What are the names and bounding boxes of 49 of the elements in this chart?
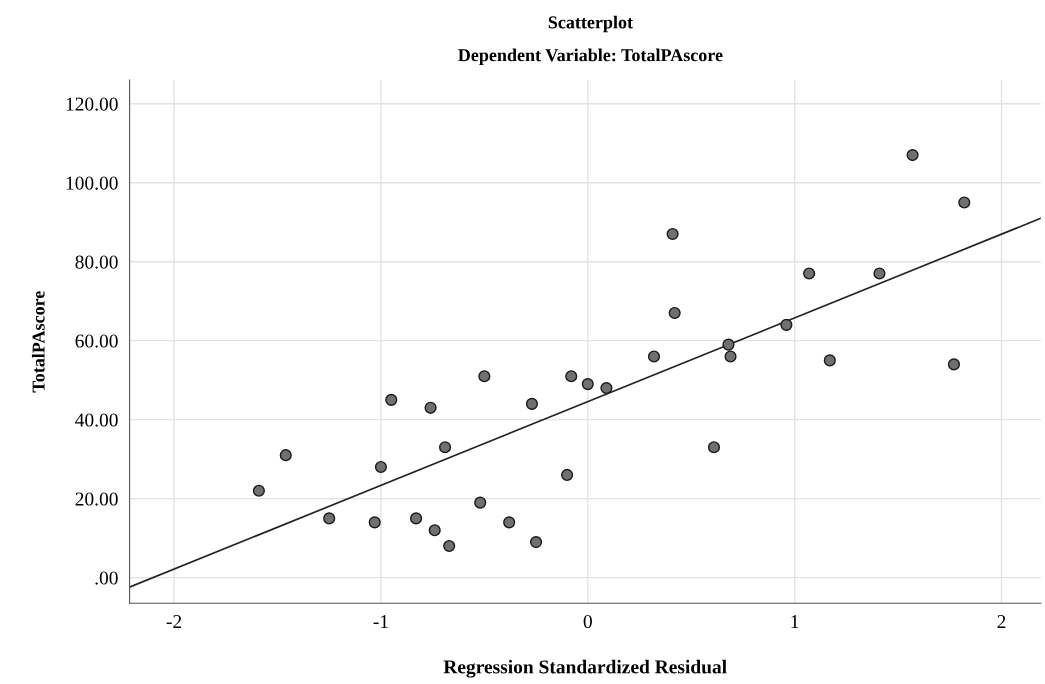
point xyxy=(478,370,491,383)
point xyxy=(438,441,452,454)
point xyxy=(252,484,265,497)
point xyxy=(368,516,381,529)
point xyxy=(668,306,681,320)
point xyxy=(424,401,437,414)
point xyxy=(529,536,543,549)
y-tick-label: 120.00 xyxy=(66,97,118,111)
x-tick-label: 2 xyxy=(997,615,1006,628)
x-tick-label: 0 xyxy=(583,614,592,629)
point xyxy=(958,196,971,209)
point xyxy=(724,350,737,363)
chart-title: Scatterplot xyxy=(548,15,633,33)
y-tick-label: 60.00 xyxy=(75,334,118,348)
point xyxy=(707,441,721,454)
y-tick-label: 100.00 xyxy=(66,176,118,190)
point xyxy=(323,512,336,525)
point xyxy=(374,460,387,474)
x-tick-label: 1 xyxy=(791,615,799,628)
point xyxy=(823,354,836,367)
point xyxy=(873,267,886,280)
point xyxy=(906,148,919,162)
point xyxy=(410,512,423,525)
point xyxy=(561,468,574,482)
point xyxy=(428,524,441,537)
point xyxy=(525,397,539,410)
x-tick-label: -1 xyxy=(373,615,388,628)
point xyxy=(581,378,594,391)
x-tick-label: -2 xyxy=(166,615,182,628)
y-tick-label: .00 xyxy=(95,571,118,585)
point xyxy=(600,381,613,395)
point xyxy=(503,516,516,529)
point xyxy=(385,393,398,406)
point xyxy=(947,358,961,371)
point xyxy=(722,338,735,351)
point xyxy=(279,449,292,462)
x-axis-title: Regression Standardized Residual xyxy=(443,659,727,678)
point xyxy=(780,318,793,331)
y-tick-label: 20.00 xyxy=(75,492,118,506)
y-tick-label: 40.00 xyxy=(75,413,118,427)
point xyxy=(666,227,679,241)
point xyxy=(565,370,578,383)
y-tick-label: 80.00 xyxy=(75,255,118,269)
point xyxy=(803,267,816,280)
chart-subtitle: Dependent Variable: TotalPAscore xyxy=(458,48,723,65)
point xyxy=(443,539,456,553)
y-axis-title: TotalPAscore xyxy=(31,291,45,393)
point xyxy=(474,496,487,509)
point xyxy=(647,350,661,363)
